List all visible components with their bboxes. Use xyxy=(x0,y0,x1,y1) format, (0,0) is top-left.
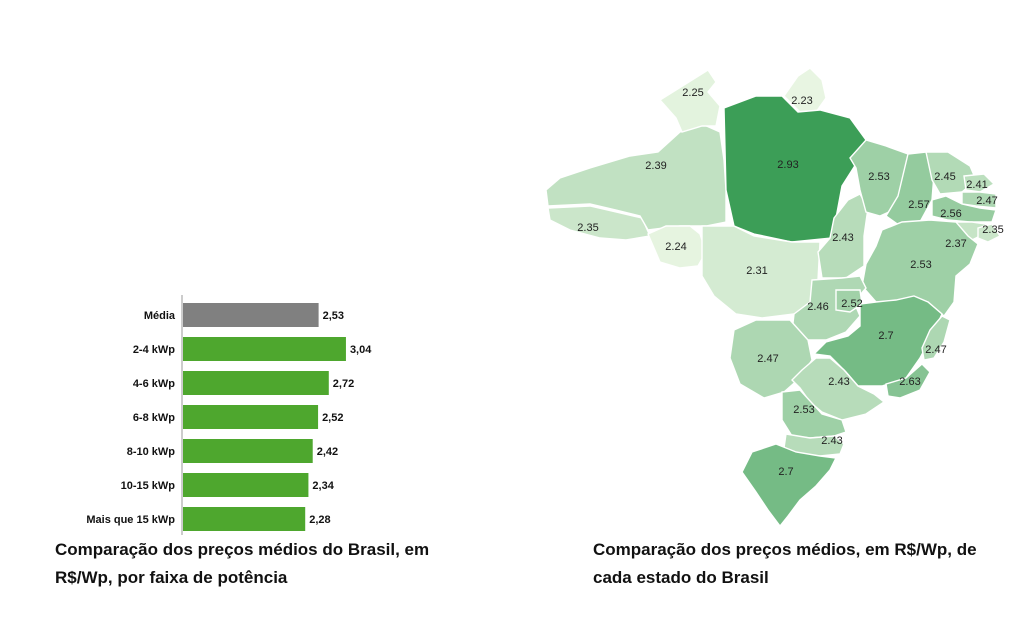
state-rn xyxy=(963,173,996,193)
bar-category-label: 6-8 kWp xyxy=(133,412,175,424)
state-sp xyxy=(791,357,886,421)
state-value-label: 2.7 xyxy=(878,330,893,342)
state-pa xyxy=(723,95,867,243)
state-rj xyxy=(885,363,931,399)
state-to xyxy=(817,193,869,279)
state-rr xyxy=(658,69,721,133)
state-value-label: 2.63 xyxy=(899,376,920,388)
bar-category-label: Mais que 15 kWp xyxy=(86,514,175,526)
state-value-label: 2.57 xyxy=(908,199,929,211)
state-value-label: 2.53 xyxy=(910,259,931,271)
state-df xyxy=(835,289,863,313)
bar-category-label: 10-15 kWp xyxy=(121,480,176,492)
bar-category-label: Média xyxy=(144,310,176,322)
bar-6-8-kwp xyxy=(183,405,319,429)
state-value-label: 2.47 xyxy=(925,344,946,356)
state-value-label: 2.47 xyxy=(976,195,997,207)
bar-value-label: 2,53 xyxy=(323,310,344,322)
state-value-label: 2.93 xyxy=(777,159,798,171)
state-value-label: 2.23 xyxy=(791,95,812,107)
state-value-label: 2.35 xyxy=(982,224,1003,236)
bar-mais-que-15-kwp xyxy=(183,507,306,531)
bar-value-label: 2,52 xyxy=(322,412,343,424)
state-pr xyxy=(781,389,847,439)
bar-value-label: 2,72 xyxy=(333,378,354,390)
bar-chart-caption: Comparação dos preços médios do Brasil, … xyxy=(55,540,430,587)
state-ac xyxy=(547,205,652,241)
bar-category-label: 8-10 kWp xyxy=(127,446,176,458)
state-rs xyxy=(741,443,838,528)
state-value-label: 2.47 xyxy=(757,353,778,365)
bar-2-4-kwp xyxy=(183,337,346,361)
bar-8-10-kwp xyxy=(183,439,313,463)
bar-4-6-kwp xyxy=(183,371,329,395)
bar-value-label: 2,42 xyxy=(317,446,338,458)
bar-group: Média 2,53 2-4 kWp 3,04 4-6 kWp 2,72 6-8 kWp 2,… xyxy=(86,303,372,531)
state-value-label: 2.53 xyxy=(868,171,889,183)
bar-10-15-kwp xyxy=(183,473,309,497)
state-label-group: 2.35 2.39 2.25 2.23 2.93 2.24 2.31 2.43 2.53 2.57… xyxy=(577,87,1003,478)
state-value-label: 2.43 xyxy=(832,232,853,244)
state-value-label: 2.37 xyxy=(945,238,966,250)
state-value-label: 2.35 xyxy=(577,222,598,234)
state-value-label: 2.43 xyxy=(821,435,842,447)
state-value-label: 2.43 xyxy=(828,376,849,388)
state-group xyxy=(545,67,1002,528)
state-value-label: 2.56 xyxy=(940,208,961,220)
state-value-label: 2.7 xyxy=(778,466,793,478)
state-value-label: 2.25 xyxy=(682,87,703,99)
bar-category-label: 2-4 kWp xyxy=(133,344,175,356)
bar-m-dia xyxy=(183,303,319,327)
state-am xyxy=(545,123,727,231)
state-es xyxy=(921,315,951,361)
state-value-label: 2.31 xyxy=(746,265,767,277)
state-value-label: 2.39 xyxy=(645,160,666,172)
bar-category-label: 4-6 kWp xyxy=(133,378,175,390)
state-value-label: 2.24 xyxy=(665,241,686,253)
state-value-label: 2.53 xyxy=(793,404,814,416)
state-value-label: 2.52 xyxy=(841,298,862,310)
bar-value-label: 2,28 xyxy=(309,514,330,526)
brazil-state-price-map: 2.35 2.39 2.25 2.23 2.93 2.24 2.31 2.43 2.53 2.57… xyxy=(545,67,1004,528)
bar-value-label: 2,34 xyxy=(312,480,334,492)
state-pe xyxy=(931,195,997,223)
map-caption: Comparação dos preços médios, em R$/Wp, … xyxy=(593,540,977,587)
bar-value-label: 3,04 xyxy=(350,344,372,356)
price-by-power-bar-chart: Média 2,53 2-4 kWp 3,04 4-6 kWp 2,72 6-8 kWp 2,… xyxy=(86,295,372,535)
state-value-label: 2.41 xyxy=(966,179,987,191)
state-value-label: 2.46 xyxy=(807,301,828,313)
state-value-label: 2.45 xyxy=(934,171,955,183)
state-se xyxy=(977,223,1002,243)
